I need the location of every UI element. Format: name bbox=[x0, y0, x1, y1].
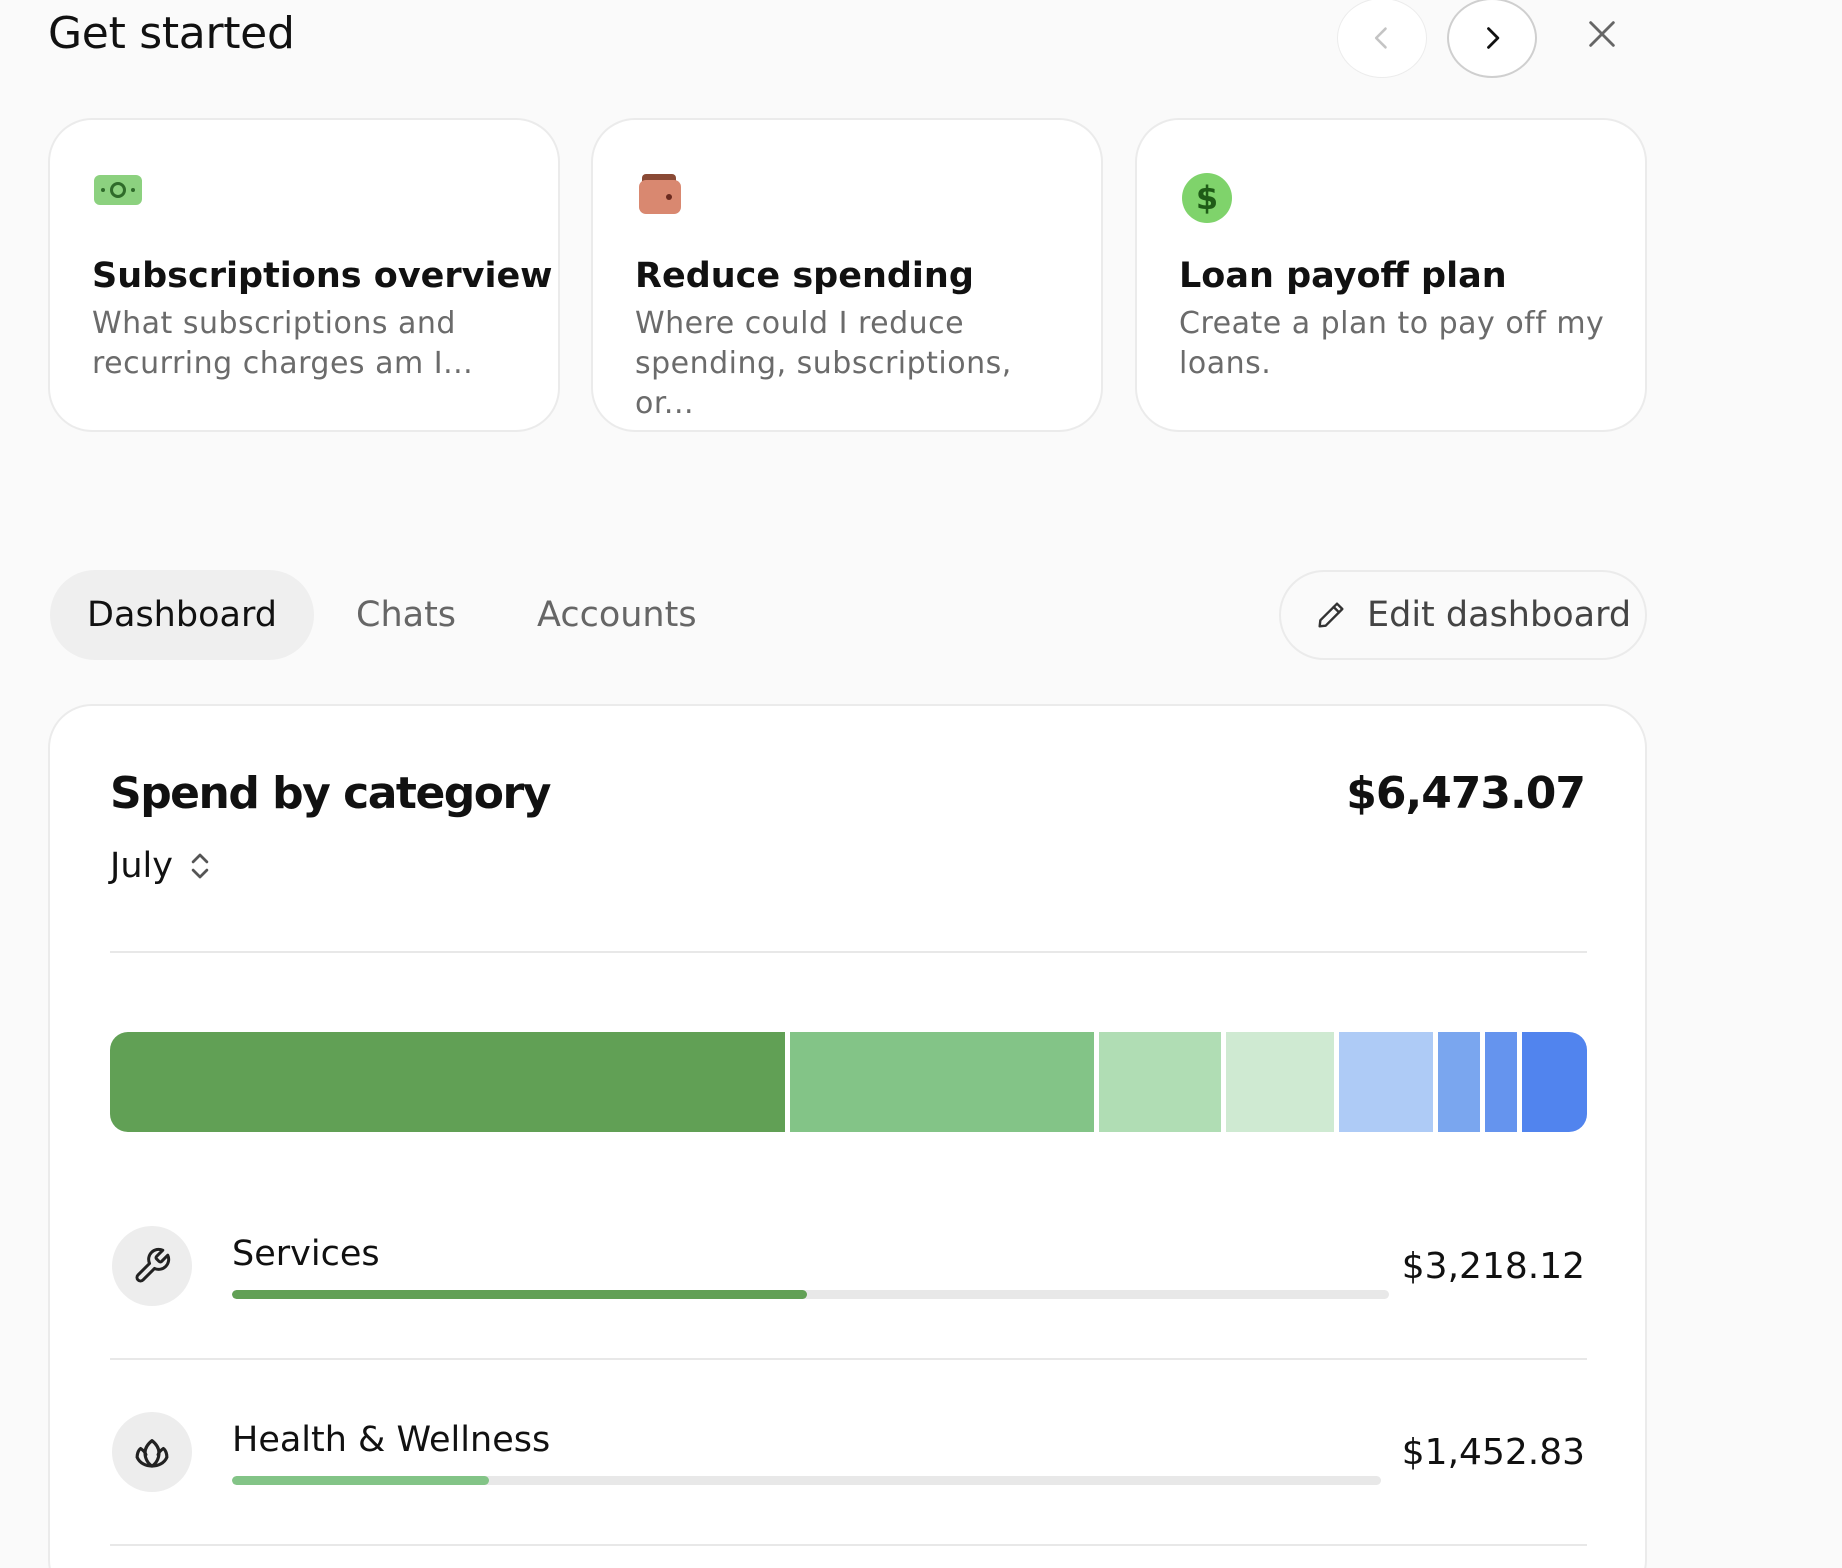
wallet-icon bbox=[637, 172, 683, 220]
category-amount: $1,452.83 bbox=[1401, 1432, 1585, 1473]
spend-bar-segment bbox=[1339, 1032, 1433, 1132]
suggestion-card-subscriptions[interactable]: Subscriptions overview What subscription… bbox=[48, 118, 560, 432]
spend-by-category-card: Spend by category $6,473.07 July Service… bbox=[48, 704, 1647, 1568]
stacked-spend-bar bbox=[110, 1032, 1587, 1132]
dollar-coin-icon: $ bbox=[1181, 172, 1233, 228]
tab-accounts[interactable]: Accounts bbox=[537, 595, 697, 635]
spend-bar-segment bbox=[110, 1032, 785, 1132]
edit-dashboard-label: Edit dashboard bbox=[1367, 595, 1632, 635]
spend-bar-segment bbox=[1522, 1032, 1587, 1132]
chevron-right-icon bbox=[1487, 27, 1500, 49]
spend-bar-segment bbox=[789, 1032, 1095, 1132]
svg-text:$: $ bbox=[1196, 179, 1218, 217]
cash-icon bbox=[94, 172, 142, 212]
category-icon-badge bbox=[112, 1412, 192, 1492]
card-title: Loan payoff plan bbox=[1179, 256, 1507, 296]
wrench-icon bbox=[135, 1247, 171, 1283]
suggestion-card-reduce-spending[interactable]: Reduce spending Where could I reduce spe… bbox=[591, 118, 1103, 432]
suggestion-card-loan-payoff[interactable]: $ Loan payoff plan Create a plan to pay … bbox=[1135, 118, 1647, 432]
card-title: Reduce spending bbox=[635, 256, 974, 296]
tab-dashboard[interactable]: Dashboard bbox=[50, 570, 314, 660]
category-label: Services bbox=[232, 1234, 380, 1274]
spend-bar-segment bbox=[1226, 1032, 1335, 1132]
lotus-icon bbox=[135, 1439, 169, 1468]
category-label: Health & Wellness bbox=[232, 1420, 551, 1460]
spend-bar-segment bbox=[1099, 1032, 1222, 1132]
category-row-services[interactable]: Services $3,218.12 bbox=[110, 1226, 1587, 1326]
divider bbox=[110, 1544, 1587, 1546]
spend-title: Spend by category bbox=[110, 768, 551, 819]
spend-total: $6,473.07 bbox=[1346, 768, 1586, 819]
category-progress-track bbox=[232, 1290, 1389, 1299]
pencil-icon bbox=[1318, 602, 1344, 628]
spend-bar-segment bbox=[1484, 1032, 1518, 1132]
close-icon bbox=[1589, 21, 1615, 47]
card-description: What subscriptions and recurring charges… bbox=[92, 306, 474, 381]
month-selector[interactable]: July bbox=[110, 846, 211, 886]
category-amount: $3,218.12 bbox=[1401, 1246, 1585, 1287]
get-started-title: Get started bbox=[48, 8, 295, 59]
card-description: Where could I reduce spending, subscript… bbox=[635, 306, 1012, 421]
category-progress-track bbox=[232, 1476, 1381, 1485]
previous-button[interactable] bbox=[1337, 0, 1427, 78]
next-button[interactable] bbox=[1447, 0, 1537, 78]
tab-chats[interactable]: Chats bbox=[356, 595, 457, 635]
category-progress-fill bbox=[232, 1476, 490, 1485]
month-label: July bbox=[110, 846, 173, 886]
card-title: Subscriptions overview bbox=[92, 256, 553, 296]
divider bbox=[110, 1358, 1587, 1360]
chevron-up-down-icon bbox=[191, 853, 209, 879]
category-progress-fill bbox=[232, 1290, 808, 1299]
card-description: Create a plan to pay off my loans. bbox=[1179, 306, 1605, 381]
spend-bar-segment bbox=[1437, 1032, 1480, 1132]
close-button[interactable] bbox=[1576, 8, 1628, 60]
chevron-left-icon bbox=[1374, 27, 1387, 49]
category-row-health-wellness[interactable]: Health & Wellness $1,452.83 bbox=[110, 1412, 1587, 1512]
divider bbox=[110, 951, 1587, 953]
edit-dashboard-button[interactable]: Edit dashboard bbox=[1279, 570, 1647, 660]
category-icon-badge bbox=[112, 1226, 192, 1306]
